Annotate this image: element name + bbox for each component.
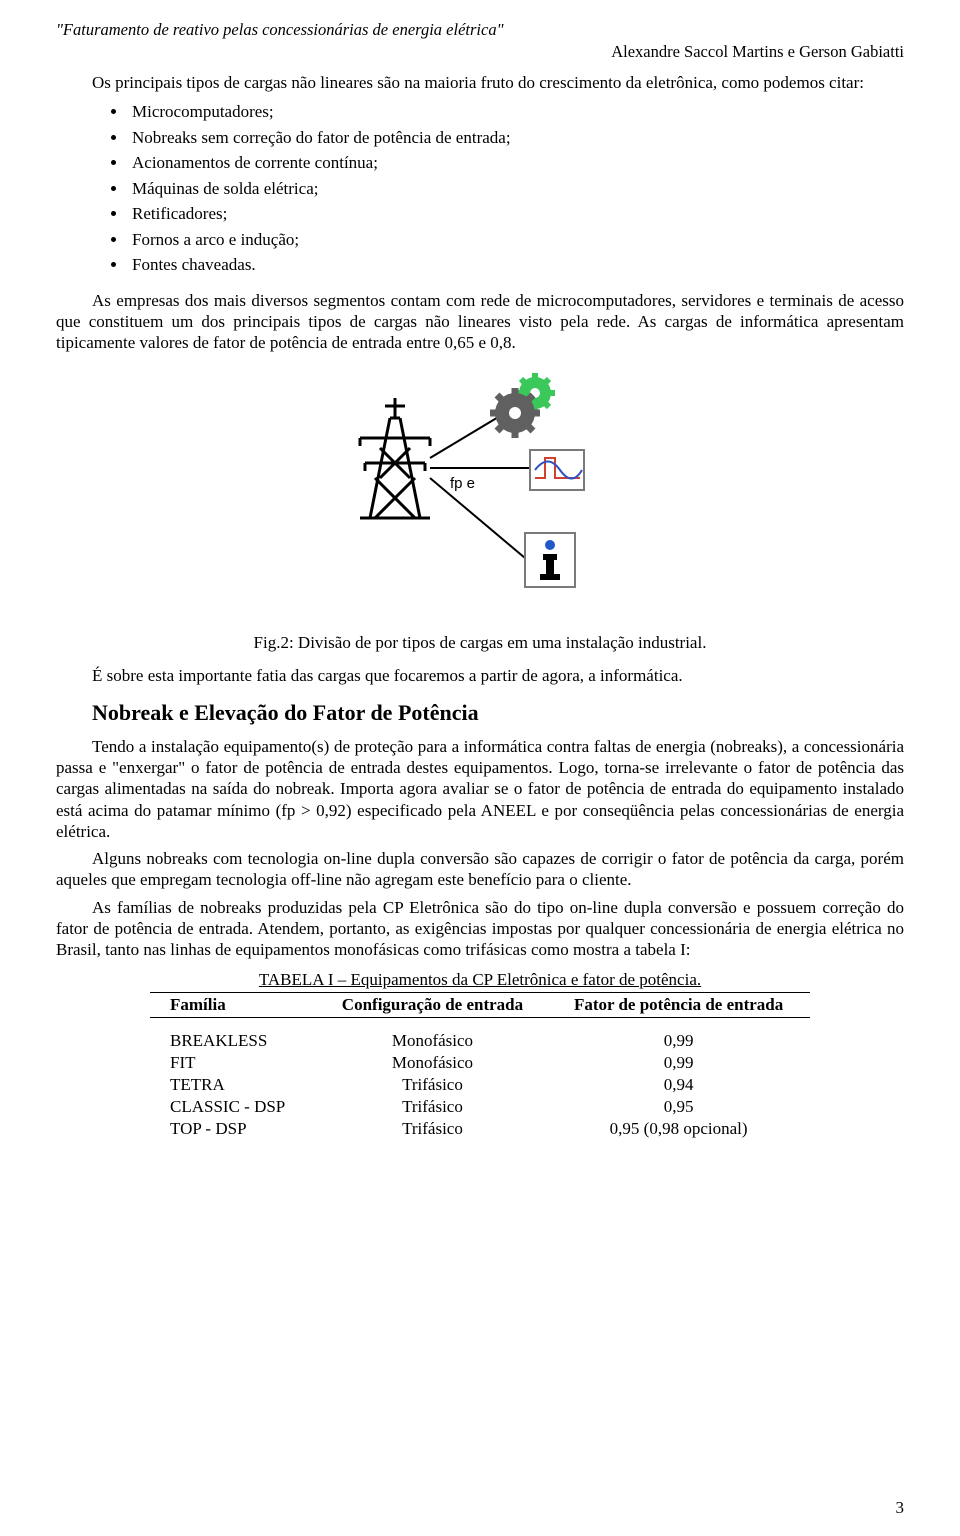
cell: CLASSIC - DSP	[150, 1096, 318, 1118]
connector-line	[430, 478, 525, 558]
table-row: BREAKLESS Monofásico 0,99	[150, 1030, 810, 1052]
cell: Monofásico	[318, 1052, 548, 1074]
cell: 0,99	[547, 1030, 810, 1052]
list-item: Fornos a arco e indução;	[128, 227, 904, 253]
table-header-row: Família Configuração de entrada Fator de…	[150, 993, 810, 1018]
table-row: TOP - DSP Trifásico 0,95 (0,98 opcional)	[150, 1118, 810, 1140]
cell: Trifásico	[318, 1074, 548, 1096]
cell: TETRA	[150, 1074, 318, 1096]
section-para-2: Alguns nobreaks com tecnologia on-line d…	[56, 848, 904, 891]
figure-diagram: fp e	[56, 368, 904, 623]
table-block: TABELA I – Equipamentos da CP Eletrônica…	[150, 970, 810, 1140]
list-item: Fontes chaveadas.	[128, 252, 904, 278]
list-item: Máquinas de solda elétrica;	[128, 176, 904, 202]
cell: 0,99	[547, 1052, 810, 1074]
section-para-1: Tendo a instalação equipamento(s) de pro…	[56, 736, 904, 842]
diagram-svg: fp e	[330, 368, 630, 618]
section-heading: Nobreak e Elevação do Fator de Potência	[92, 700, 904, 726]
page-header-authors: Alexandre Saccol Martins e Gerson Gabiat…	[56, 42, 904, 62]
col-header: Família	[150, 993, 318, 1018]
col-header: Configuração de entrada	[318, 993, 548, 1018]
page-number: 3	[896, 1498, 905, 1518]
cell: 0,95 (0,98 opcional)	[547, 1118, 810, 1140]
cell: FIT	[150, 1052, 318, 1074]
waveform-icon	[530, 450, 584, 490]
info-icon	[525, 533, 575, 587]
table-row: FIT Monofásico 0,99	[150, 1052, 810, 1074]
intro-para-2: As empresas dos mais diversos segmentos …	[56, 290, 904, 354]
cell: 0,94	[547, 1074, 810, 1096]
list-item: Nobreaks sem correção do fator de potênc…	[128, 125, 904, 151]
equipment-table: Família Configuração de entrada Fator de…	[150, 992, 810, 1140]
figure-caption: Fig.2: Divisão de por tipos de cargas em…	[56, 633, 904, 653]
cell: BREAKLESS	[150, 1030, 318, 1052]
tower-icon	[360, 398, 430, 518]
cell: 0,95	[547, 1096, 810, 1118]
section-para-3: As famílias de nobreaks produzidas pela …	[56, 897, 904, 961]
list-item: Retificadores;	[128, 201, 904, 227]
cell: Trifásico	[318, 1096, 548, 1118]
table-caption: TABELA I – Equipamentos da CP Eletrônica…	[150, 970, 810, 990]
cell: TOP - DSP	[150, 1118, 318, 1140]
intro-para-1: Os principais tipos de cargas não linear…	[56, 72, 904, 93]
table-row: TETRA Trifásico 0,94	[150, 1074, 810, 1096]
col-header: Fator de potência de entrada	[547, 993, 810, 1018]
after-figure-para: É sobre esta importante fatia das cargas…	[56, 665, 904, 686]
connector-line	[430, 413, 505, 458]
fp-label: fp e	[450, 475, 475, 492]
cell: Monofásico	[318, 1030, 548, 1052]
bullet-list: Microcomputadores; Nobreaks sem correção…	[56, 99, 904, 278]
table-row: CLASSIC - DSP Trifásico 0,95	[150, 1096, 810, 1118]
page-header-title: "Faturamento de reativo pelas concession…	[56, 20, 904, 40]
list-item: Microcomputadores;	[128, 99, 904, 125]
gears-icon	[490, 373, 555, 438]
list-item: Acionamentos de corrente contínua;	[128, 150, 904, 176]
cell: Trifásico	[318, 1118, 548, 1140]
